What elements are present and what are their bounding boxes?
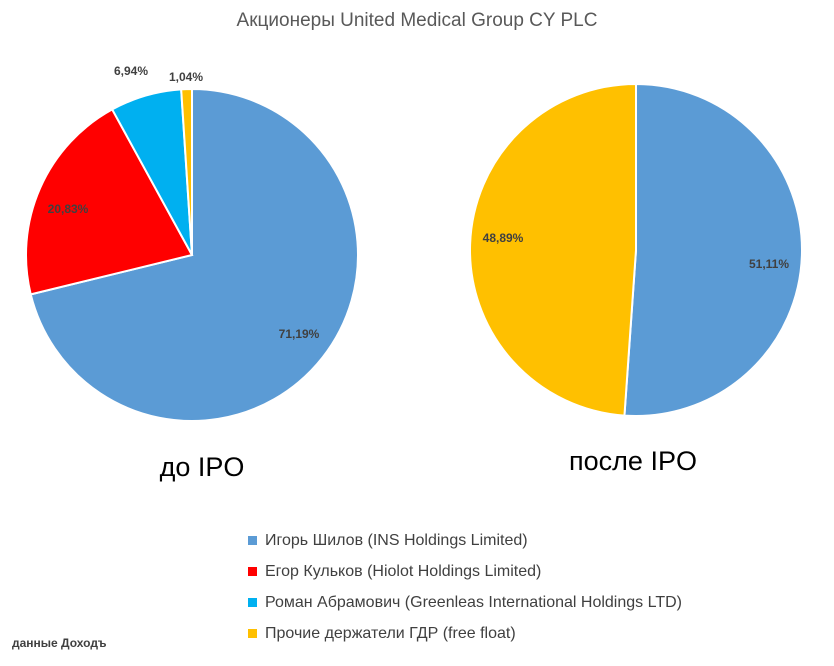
legend-label: Егор Кульков (Hiolot Holdings Limited) <box>265 562 542 580</box>
data-label: 1,04% <box>169 70 203 84</box>
data-label: 6,94% <box>114 64 148 78</box>
legend: Игорь Шилов (INS Holdings Limited) Егор … <box>248 525 682 649</box>
pie-slice <box>469 82 637 417</box>
pie-after-ipo: 51,11% 48,89% <box>469 82 803 417</box>
chart-title: Акционеры United Medical Group CY PLC <box>236 10 598 31</box>
data-label: 71,19% <box>279 327 320 341</box>
data-label: 20,83% <box>48 202 89 216</box>
legend-swatch <box>248 567 257 576</box>
legend-swatch <box>248 536 257 545</box>
pie-caption-before: до IPO <box>159 452 245 482</box>
legend-label: Игорь Шилов (INS Holdings Limited) <box>265 531 528 549</box>
pie-slice <box>25 108 194 296</box>
data-label: 48,89% <box>483 231 524 245</box>
legend-label: Роман Абрамович (Greenleas International… <box>265 593 682 611</box>
source-note: данные Доходъ <box>12 636 107 650</box>
legend-item: Егор Кульков (Hiolot Holdings Limited) <box>248 556 682 587</box>
legend-swatch <box>248 598 257 607</box>
pie-slice <box>29 87 359 422</box>
pie-slice <box>623 82 803 417</box>
legend-swatch <box>248 629 257 638</box>
legend-item: Прочие держатели ГДР (free float) <box>248 618 682 649</box>
legend-item: Игорь Шилов (INS Holdings Limited) <box>248 525 682 556</box>
legend-item: Роман Абрамович (Greenleas International… <box>248 587 682 618</box>
pie-before-ipo: 71,19% 20,83% 6,94% 1,04% <box>25 64 359 422</box>
data-label: 51,11% <box>749 257 789 271</box>
pie-slice <box>180 87 193 256</box>
legend-label: Прочие держатели ГДР (free float) <box>265 624 516 642</box>
pie-caption-after: после IPO <box>569 446 697 476</box>
